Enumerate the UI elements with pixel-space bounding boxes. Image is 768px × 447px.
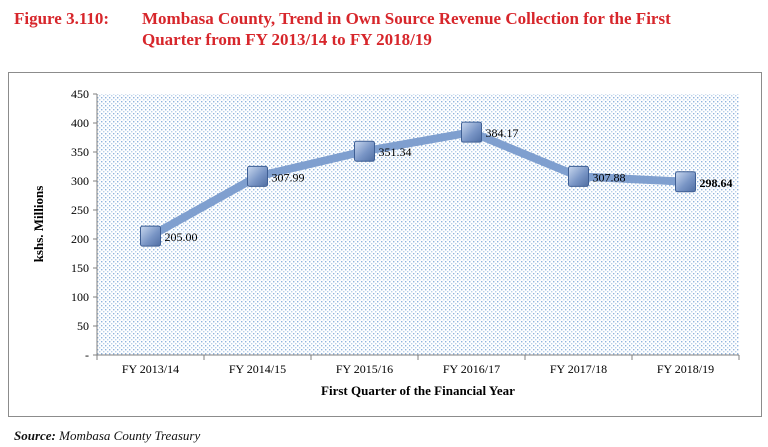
y-tick-label: 50 bbox=[77, 319, 89, 333]
x-tick-label: FY 2013/14 bbox=[122, 362, 179, 376]
y-tick-label: 450 bbox=[71, 87, 89, 101]
x-tick-label: FY 2017/18 bbox=[550, 362, 607, 376]
y-tick-label: 350 bbox=[71, 145, 89, 159]
plot-area bbox=[97, 94, 739, 355]
x-tick-label: FY 2015/16 bbox=[336, 362, 393, 376]
data-point-marker bbox=[675, 171, 696, 193]
source-text: Mombasa County Treasury bbox=[55, 428, 201, 443]
source-label: Source: bbox=[14, 428, 56, 443]
y-tick-label: 250 bbox=[71, 203, 89, 217]
figure-number: Figure 3.110: bbox=[14, 9, 110, 28]
chart-container: - 50 100 150 200 250 300 350 400 450 FY 2013/14 FY … bbox=[8, 72, 762, 417]
data-point-marker bbox=[140, 225, 161, 247]
data-label: 351.34 bbox=[379, 145, 412, 159]
data-label: 307.88 bbox=[593, 170, 626, 184]
y-tick-label: 150 bbox=[71, 261, 89, 275]
series-line bbox=[146, 128, 690, 241]
y-tick-label: 300 bbox=[71, 174, 89, 188]
x-tick-label: FY 2016/17 bbox=[443, 362, 500, 376]
x-tick-label: FY 2014/15 bbox=[229, 362, 286, 376]
data-point-marker bbox=[568, 165, 589, 187]
x-tick-label: FY 2018/19 bbox=[657, 362, 714, 376]
y-axis-title: kshs. Millions bbox=[31, 186, 46, 263]
y-tick-label: 200 bbox=[71, 232, 89, 246]
y-tick-label: - bbox=[85, 348, 89, 362]
data-point-marker bbox=[247, 165, 268, 187]
data-label: 307.99 bbox=[272, 170, 305, 184]
data-point-marker bbox=[354, 140, 375, 162]
figure-title-line2: Quarter from FY 2013/14 to FY 2018/19 bbox=[142, 30, 432, 49]
data-point-marker bbox=[461, 121, 482, 143]
data-label: 298.64 bbox=[700, 176, 733, 190]
figure-title-line1: Mombasa County, Trend in Own Source Reve… bbox=[142, 9, 671, 28]
data-label: 384.17 bbox=[486, 126, 519, 140]
x-axis-title: First Quarter of the Financial Year bbox=[321, 383, 515, 398]
line-chart: - 50 100 150 200 250 300 350 400 450 FY 2013/14 FY … bbox=[31, 87, 740, 398]
source-note: Source: Mombasa County Treasury bbox=[14, 428, 200, 444]
y-tick-label: 100 bbox=[71, 290, 89, 304]
data-label: 205.00 bbox=[165, 230, 198, 244]
figure-title: Figure 3.110: Mombasa County, Trend in Ow… bbox=[14, 8, 754, 50]
y-tick-label: 400 bbox=[71, 116, 89, 130]
